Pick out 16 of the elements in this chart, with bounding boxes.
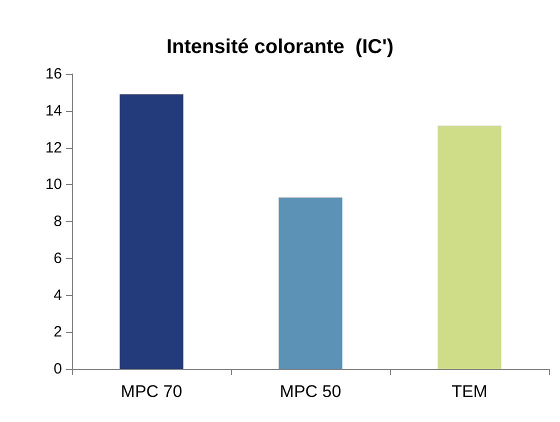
x-tick-label: MPC 70	[120, 382, 182, 401]
y-tick-label: 16	[45, 66, 62, 82]
chart-title: Intensité colorante (IC')	[166, 36, 394, 58]
y-tick-label: 8	[54, 213, 62, 230]
x-tick-label: MPC 50	[280, 382, 342, 401]
y-tick-label: 2	[54, 324, 62, 341]
y-tick-label: 12	[45, 139, 62, 156]
y-tick-label: 14	[45, 102, 62, 120]
y-tick-label: 6	[54, 250, 62, 267]
y-tick-label: 0	[54, 360, 62, 378]
x-tick-label: TEM	[452, 382, 488, 401]
bar	[278, 198, 342, 369]
y-tick-label: 4	[54, 286, 62, 304]
y-tick-label: 10	[45, 176, 62, 194]
bar	[120, 94, 184, 369]
bar	[438, 126, 502, 369]
